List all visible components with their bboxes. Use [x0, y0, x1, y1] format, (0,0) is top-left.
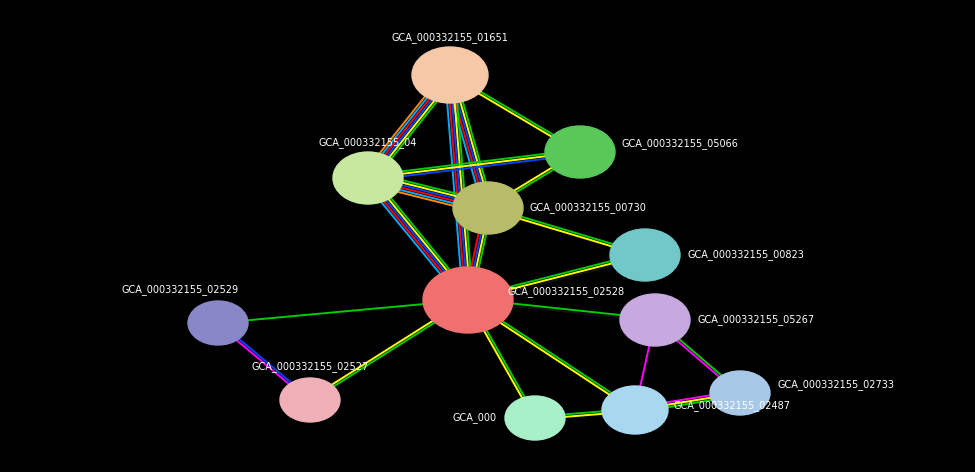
- Text: GCA_000332155_02528: GCA_000332155_02528: [508, 287, 625, 297]
- Ellipse shape: [333, 152, 403, 204]
- Ellipse shape: [610, 229, 680, 281]
- Ellipse shape: [505, 396, 565, 440]
- Text: GCA_000332155_01651: GCA_000332155_01651: [392, 32, 508, 43]
- Text: GCA_000332155_04: GCA_000332155_04: [319, 137, 417, 148]
- Ellipse shape: [602, 386, 668, 434]
- Ellipse shape: [280, 378, 340, 422]
- Ellipse shape: [710, 371, 770, 415]
- Text: GCA_000332155_00823: GCA_000332155_00823: [687, 250, 803, 261]
- Ellipse shape: [620, 294, 690, 346]
- Text: GCA_000332155_02527: GCA_000332155_02527: [252, 361, 369, 372]
- Text: GCA_000332155_02529: GCA_000332155_02529: [122, 284, 239, 295]
- Ellipse shape: [188, 301, 248, 345]
- Text: GCA_000332155_00730: GCA_000332155_00730: [530, 202, 646, 213]
- Ellipse shape: [423, 267, 513, 333]
- Ellipse shape: [453, 182, 523, 234]
- Text: GCA_000: GCA_000: [452, 413, 497, 423]
- Text: GCA_000332155_02733: GCA_000332155_02733: [778, 379, 895, 390]
- Ellipse shape: [545, 126, 615, 178]
- Ellipse shape: [412, 47, 488, 103]
- Text: GCA_000332155_05267: GCA_000332155_05267: [697, 314, 814, 326]
- Text: GCA_000332155_02487: GCA_000332155_02487: [673, 401, 790, 412]
- Text: GCA_000332155_05066: GCA_000332155_05066: [622, 139, 739, 150]
